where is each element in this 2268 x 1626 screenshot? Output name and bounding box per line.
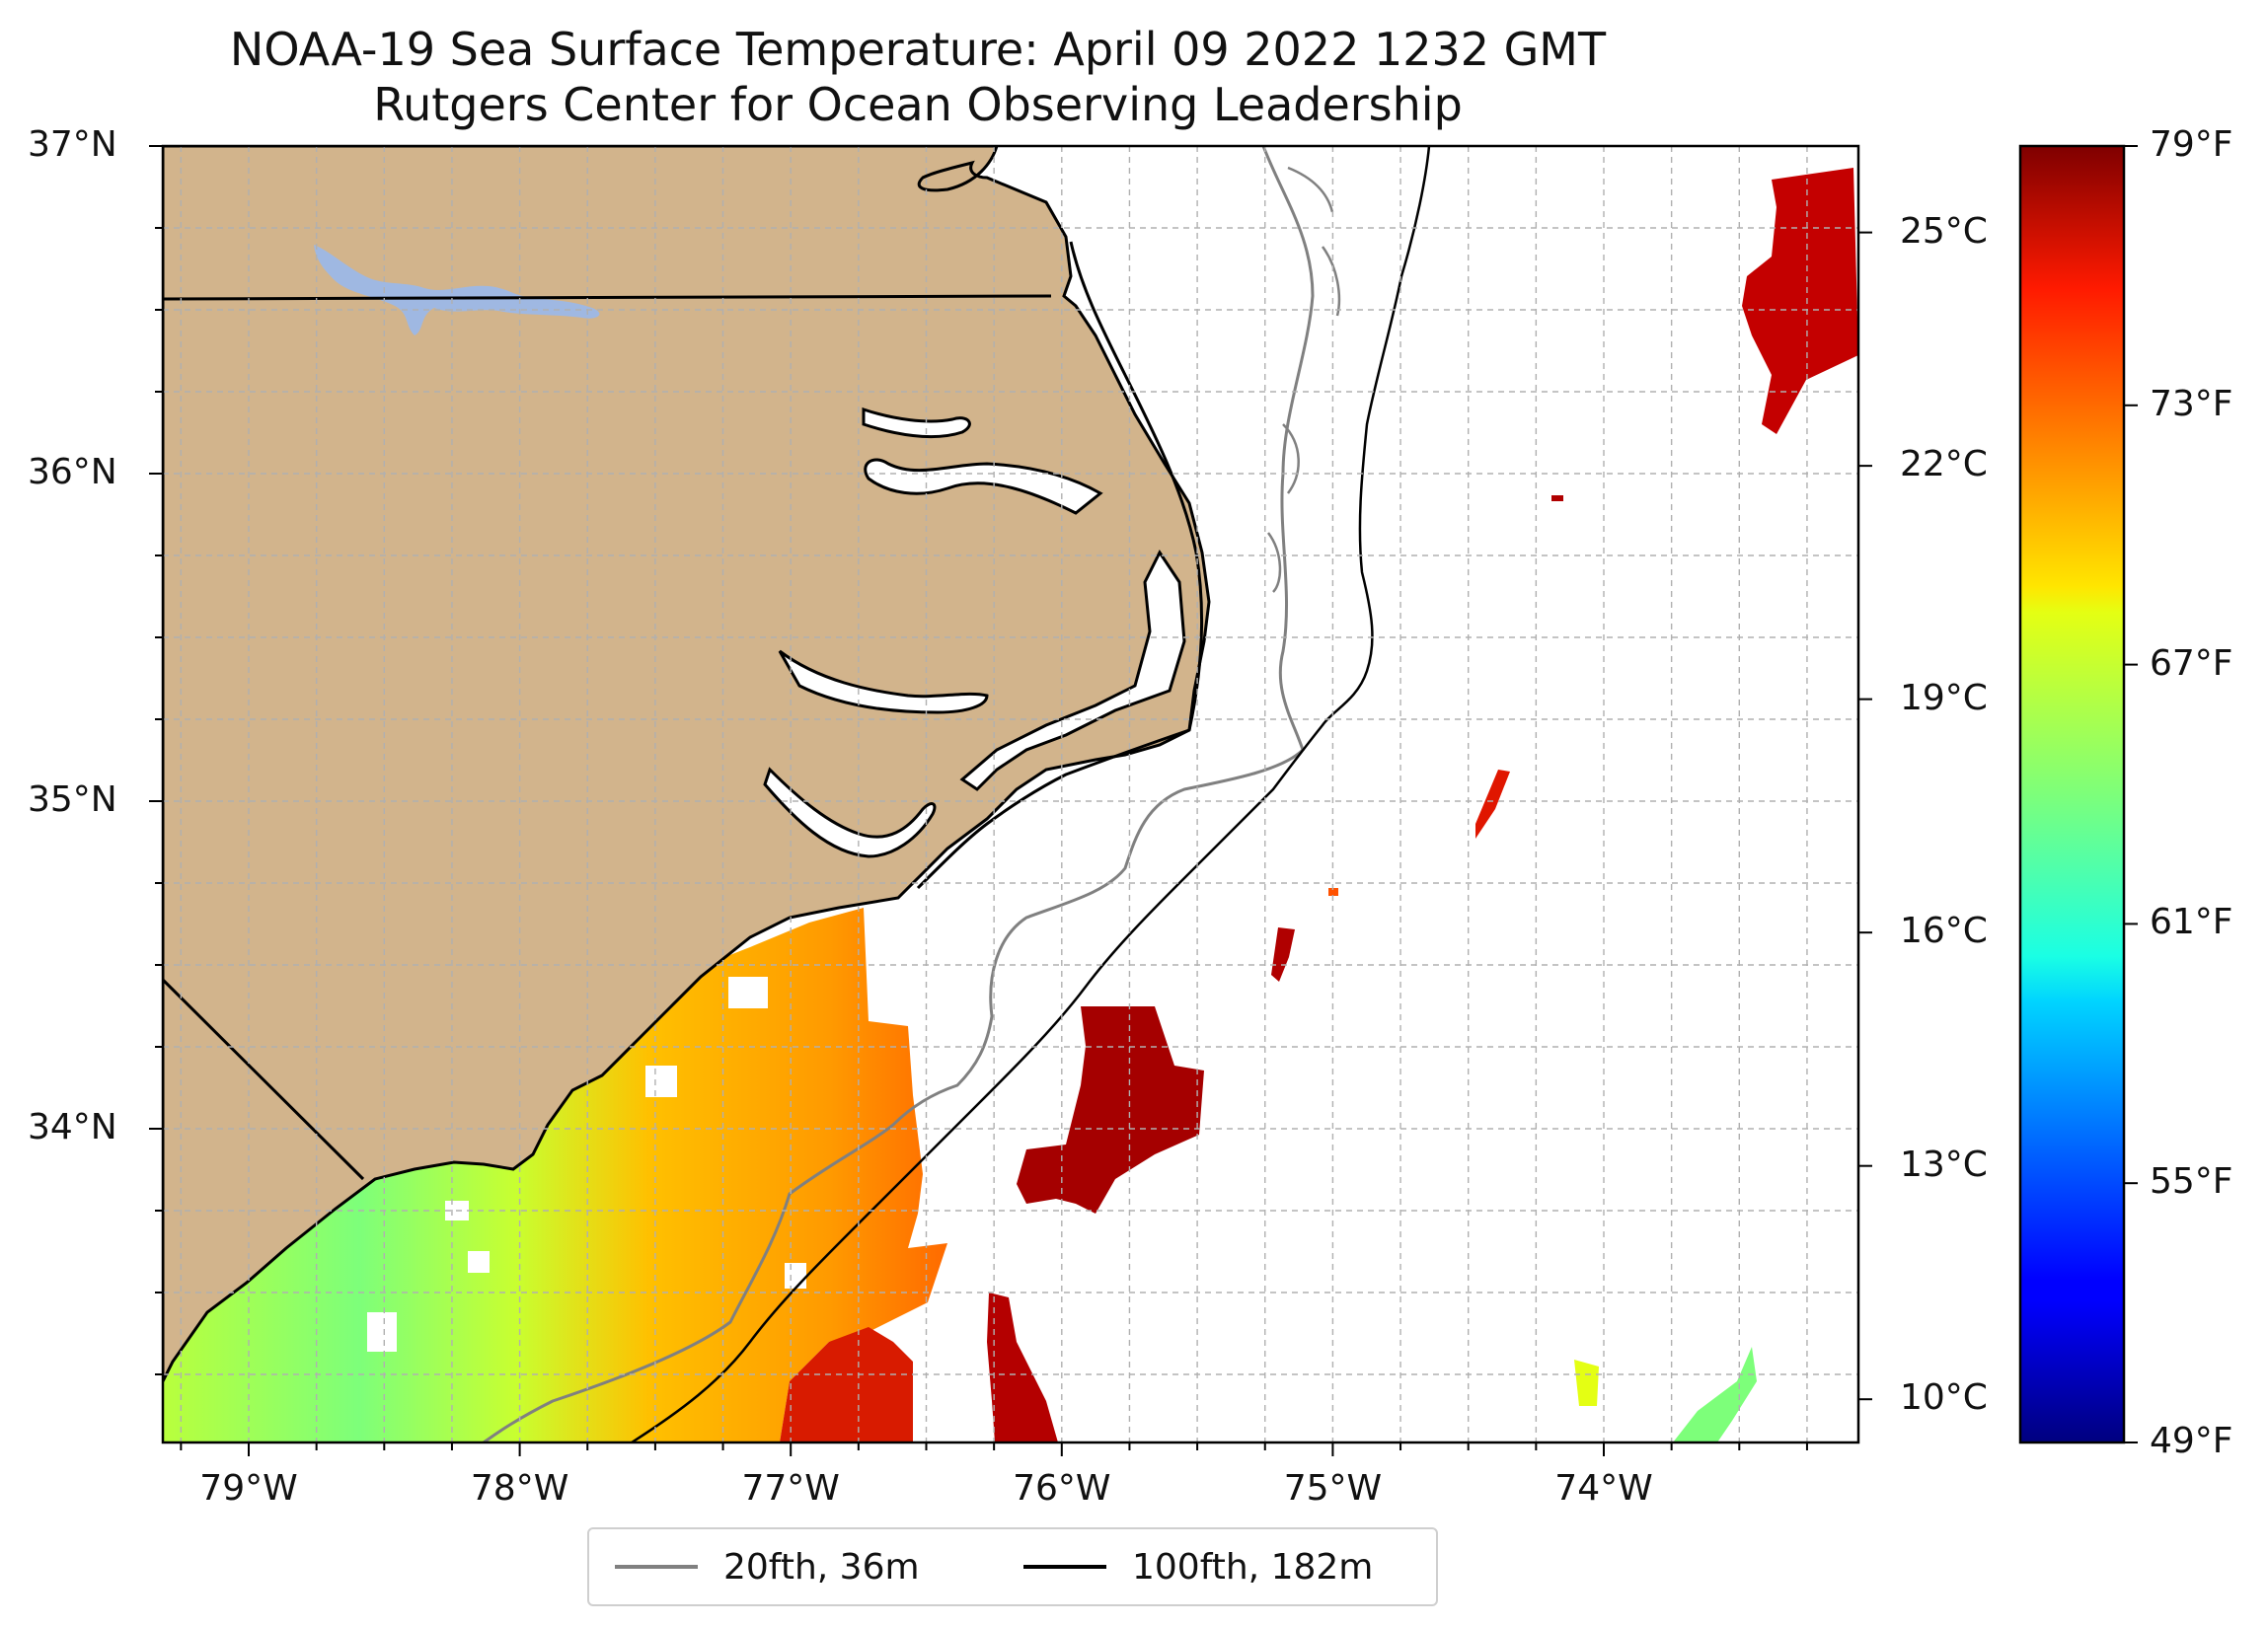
cloud-gap [785,1263,806,1289]
lon-label: 78°W [470,1468,569,1509]
fahrenheit-label: 61°F [2150,902,2233,943]
fahrenheit-label: 73°F [2150,383,2233,424]
sst-patch-mid [1271,927,1295,982]
legend-item-20fth: 20fth, 36m [615,1529,920,1604]
state-border-va-nc [163,294,1052,301]
sst-patch-gulfstream [1017,1006,1204,1214]
cloud-gap [367,1312,397,1352]
lon-label: 74°W [1554,1468,1653,1509]
legend-item-100fth: 100fth, 182m [1023,1529,1373,1604]
isobath-20fth-shoals [1266,166,1341,593]
celsius-label: 10°C [1900,1377,1988,1419]
fahrenheit-label: 55°F [2150,1161,2233,1203]
sst-nearshore-field [163,908,947,1442]
legend-label-20fth: 20fth, 36m [723,1546,920,1588]
legend: 20fth, 36m 100fth, 182m [587,1527,1438,1606]
legend-line-black [1023,1565,1106,1569]
pamlico-sound [959,550,1186,791]
lat-label: 34°N [28,1107,117,1147]
sst-patch-se-teal [1673,1347,1757,1442]
celsius-label: 25°C [1900,210,1988,252]
sst-patch-ne [1742,168,1858,434]
sst-speck [1551,495,1563,501]
lon-label: 76°W [1013,1468,1111,1509]
legend-label-100fth: 100fth, 182m [1132,1546,1374,1588]
lat-label: 36°N [28,452,117,492]
lat-label: 37°N [28,124,117,165]
celsius-label: 19°C [1900,677,1988,718]
legend-line-gray [615,1565,698,1569]
colorbar-ticks [1858,145,2138,1443]
sst-speck [1328,888,1338,896]
pamlico-river [778,649,989,714]
cloud-gap [468,1251,490,1273]
lon-label: 75°W [1283,1468,1383,1509]
state-border-nc-sc [163,978,365,1181]
fahrenheit-label: 79°F [2150,124,2233,165]
lon-label: 77°W [741,1468,840,1509]
fahrenheit-label: 49°F [2150,1421,2233,1461]
cloud-gap [728,977,768,1008]
celsius-label: 13°C [1900,1144,1988,1185]
celsius-label: 16°C [1900,911,1988,952]
sst-patch-south [987,1293,1058,1442]
neuse-river [763,767,937,858]
chart-title: NOAA-19 Sea Surface Temperature: April 0… [229,23,1607,76]
celsius-label: 22°C [1900,444,1988,485]
land-mass [163,146,1211,1382]
outer-banks [916,241,1204,890]
map-frame [161,144,1860,1444]
axis-ticks [149,145,1808,1456]
lat-label: 35°N [28,779,117,820]
isobath-100fth [631,146,1431,1442]
lon-label: 79°W [199,1468,298,1509]
cloud-gap [645,1066,677,1097]
isobath-20fth [483,146,1315,1442]
colorbar-gradient [2018,144,2126,1444]
lake [314,245,600,335]
fahrenheit-label: 67°F [2150,642,2233,684]
inlet-sliver [862,406,971,439]
graticule [163,146,1858,1442]
sst-patch-se-green [1574,1360,1599,1406]
chart-subtitle: Rutgers Center for Ocean Observing Leade… [373,78,1463,131]
sst-patch-streak [1475,770,1510,839]
sst-warm-core [780,1327,913,1442]
